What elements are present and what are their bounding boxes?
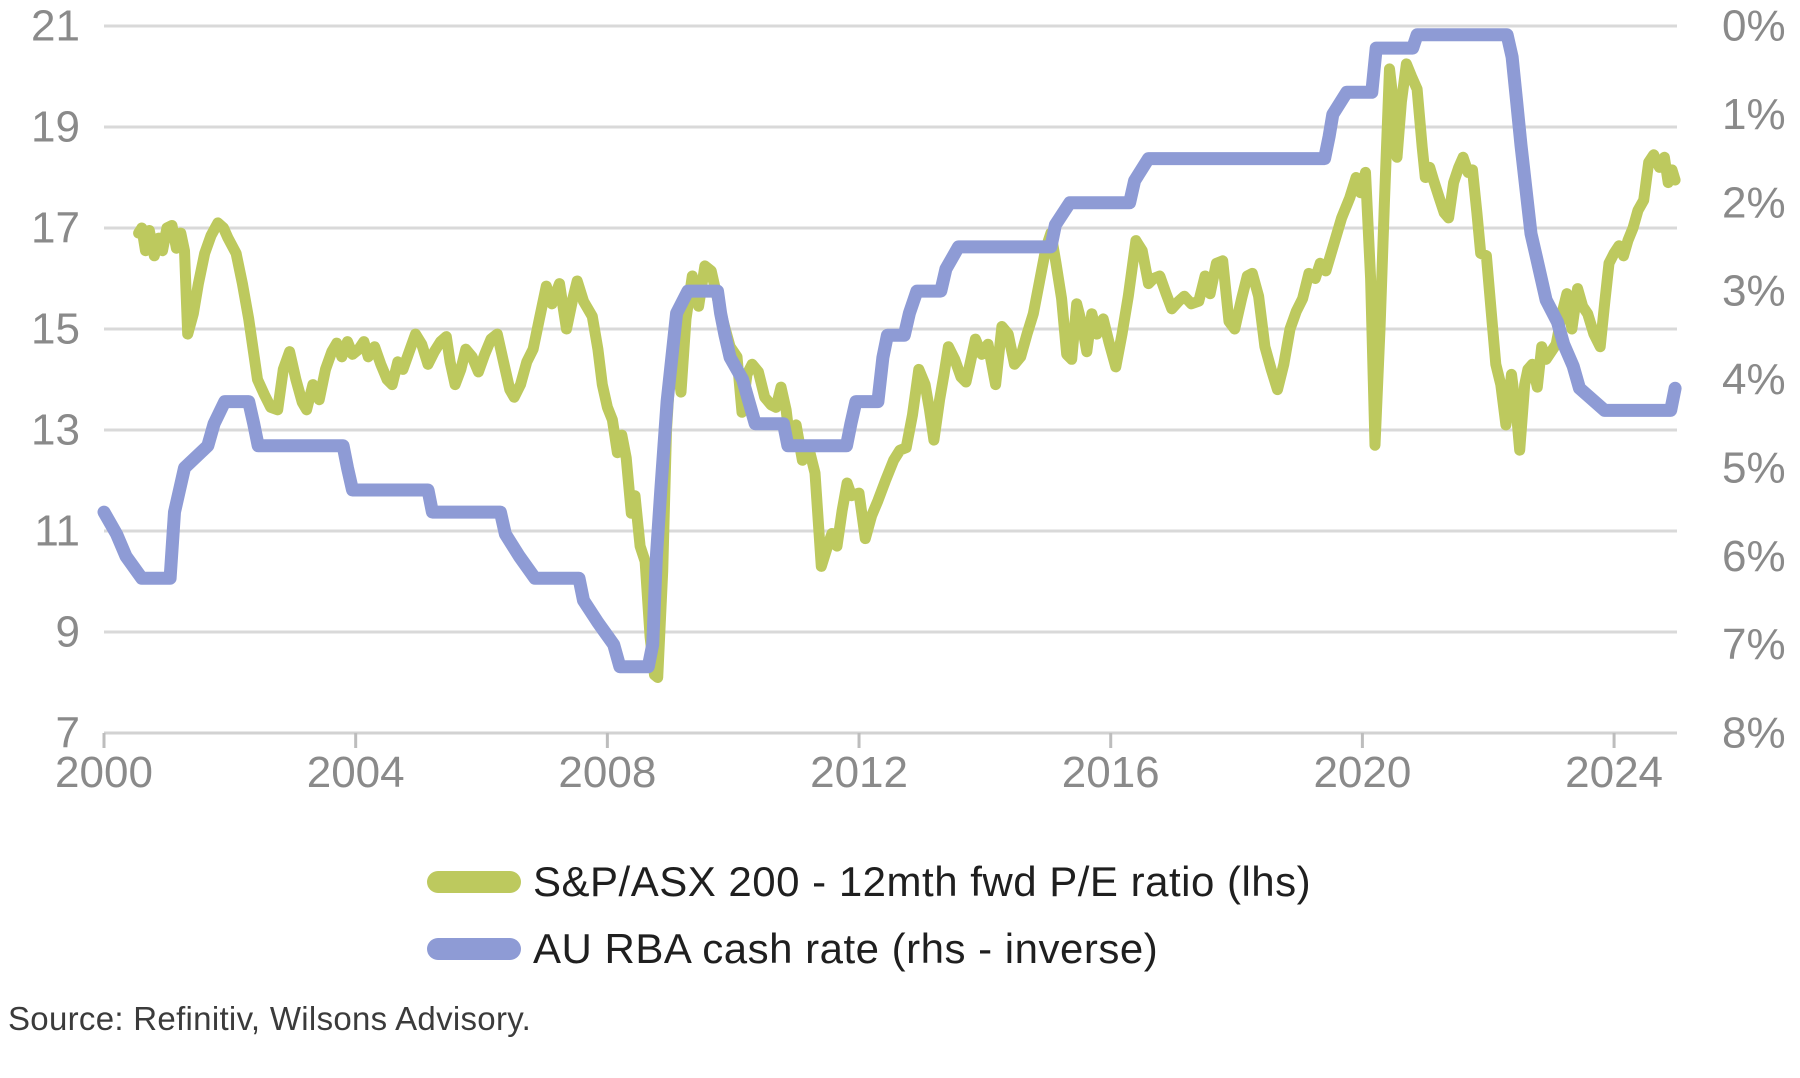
legend-item-cash-rate: AU RBA cash rate (rhs - inverse) [427, 925, 1311, 973]
right-axis-tick-label: 7% [1722, 620, 1786, 669]
pe-ratio-line [133, 58, 1681, 683]
right-axis-tick-label: 6% [1722, 532, 1786, 581]
right-axis-tick-label: 1% [1722, 90, 1786, 139]
legend-label-cash-rate: AU RBA cash rate (rhs - inverse) [533, 925, 1159, 972]
x-axis-tick-label: 2020 [1313, 748, 1411, 797]
legend-item-pe-ratio: S&P/ASX 200 - 12mth fwd P/E ratio (lhs) [427, 858, 1311, 906]
right-axis-tick-label: 0% [1722, 2, 1786, 51]
x-axis-tick-label: 2008 [558, 748, 656, 797]
legend-swatch-pe-ratio [427, 871, 521, 893]
chart-legend: S&P/ASX 200 - 12mth fwd P/E ratio (lhs) … [427, 858, 1311, 973]
left-axis-tick-label: 19 [31, 103, 80, 152]
right-axis-tick-label: 4% [1722, 355, 1786, 404]
right-axis-tick-label: 2% [1722, 178, 1786, 227]
axis-labels: 21 19 17 15 13 11 9 7 0% 1% 2% 3% 4% 5% 6% 7% 8% 2000 2004… [31, 2, 1786, 798]
left-axis-tick-label: 7 [56, 709, 80, 758]
left-axis-tick-label: 9 [56, 608, 80, 657]
x-axis-tick-label: 2000 [55, 748, 153, 797]
gridlines [104, 24, 1677, 735]
x-axis-tick-label: 2024 [1565, 748, 1663, 797]
left-axis-tick-label: 11 [34, 507, 80, 556]
left-axis-tick-label: 17 [31, 204, 80, 253]
legend-label-pe-ratio: S&P/ASX 200 - 12mth fwd P/E ratio (lhs) [533, 858, 1312, 905]
cash-rate-line [97, 28, 1682, 674]
left-axis-tick-label: 15 [31, 305, 80, 354]
right-axis-tick-label: 5% [1722, 443, 1786, 492]
left-axis-tick-label: 21 [31, 2, 80, 51]
x-axis-tick-label: 2016 [1062, 748, 1160, 797]
right-axis-tick-label: 8% [1722, 709, 1786, 758]
right-axis-tick-label: 3% [1722, 267, 1786, 316]
x-axis-tick-label: 2004 [307, 748, 405, 797]
left-axis-tick-label: 13 [31, 406, 80, 455]
x-axis-ticks [102, 733, 1616, 748]
source-note: Source: Refinitiv, Wilsons Advisory. [8, 1000, 532, 1037]
legend-swatch-cash-rate [427, 938, 521, 960]
x-axis-tick-label: 2012 [810, 748, 908, 797]
